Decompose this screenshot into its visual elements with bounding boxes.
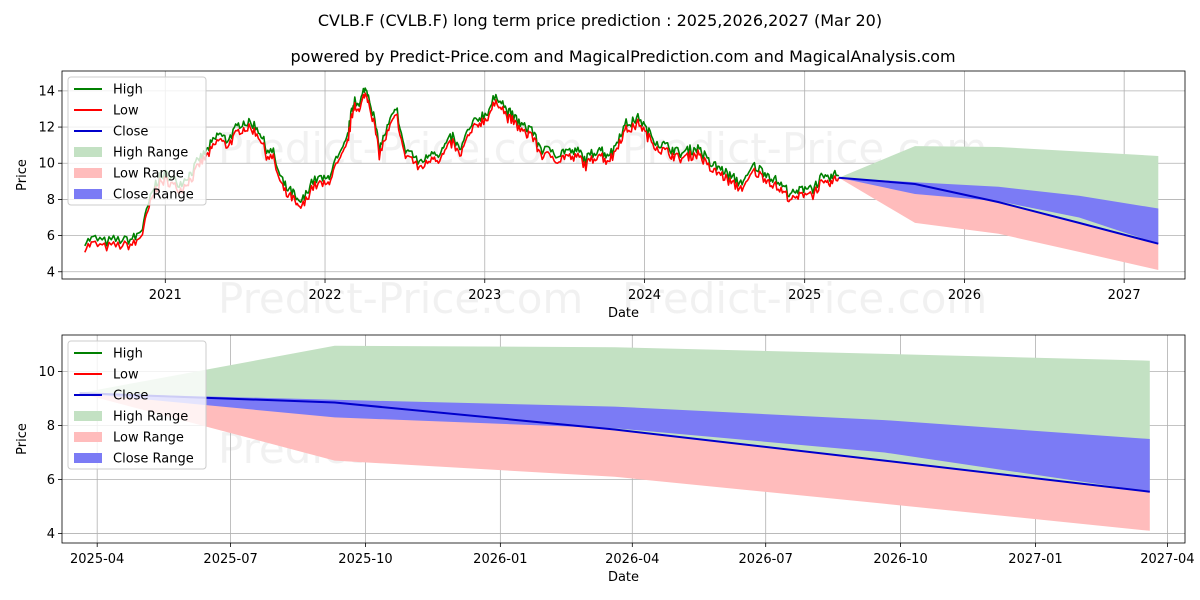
x-tick-label: 2021 — [149, 288, 182, 303]
y-tick-label: 4 — [47, 527, 55, 542]
legend-swatch-close_range — [74, 453, 102, 463]
y-tick-label: 4 — [47, 265, 55, 280]
legend-swatch-close_range — [74, 189, 102, 199]
y-tick-label: 14 — [38, 84, 55, 99]
plot-area — [84, 87, 1159, 270]
y-axis-label: Price — [15, 423, 30, 455]
x-tick-label: 2026-01 — [473, 552, 527, 567]
low-series-line — [84, 92, 840, 253]
legend-swatch-high_range — [74, 411, 102, 421]
x-tick-label: 2022 — [308, 288, 341, 303]
legend-swatch-high_range — [74, 147, 102, 157]
close-forecast-line — [838, 176, 1159, 245]
legend-label: Close Range — [113, 188, 194, 203]
x-tick-label: 2025-04 — [70, 552, 124, 567]
legend-label: Close Range — [113, 452, 194, 467]
legend-box — [67, 340, 207, 470]
x-axis-label: Date — [608, 306, 639, 321]
x-tick-label: 2027-04 — [1140, 552, 1194, 567]
y-tick-label: 12 — [38, 121, 55, 136]
x-tick-label: 2027 — [1108, 288, 1141, 303]
chart-subtitle: powered by Predict-Price.com and Magical… — [290, 47, 955, 66]
x-axis-label: Date — [608, 570, 639, 585]
legend-label: Close — [113, 125, 148, 140]
legend: High Low Close High Range Low Range Close Ran… — [67, 76, 207, 206]
x-tick-label: 2026-07 — [739, 552, 793, 567]
legend-label: High — [113, 347, 143, 362]
legend-label: Low — [113, 368, 139, 383]
x-tick-label: 2026 — [948, 288, 981, 303]
legend-swatch-low_range — [74, 168, 102, 178]
y-tick-label: 8 — [47, 419, 55, 434]
y-tick-label: 10 — [38, 365, 55, 380]
x-tick-label: 2025-07 — [203, 552, 257, 567]
x-tick-label: 2027-01 — [1008, 552, 1062, 567]
legend-label: High Range — [113, 410, 188, 425]
legend-label: High Range — [113, 146, 188, 161]
x-tick-label: 2026-10 — [873, 552, 927, 567]
watermark: Predict-Price.com — [218, 274, 583, 323]
legend: High Low Close High Range Low Range Close Ran… — [67, 340, 207, 470]
high-series-line — [84, 87, 840, 247]
plot-area — [79, 345, 1150, 531]
plot-frame — [61, 70, 1186, 280]
forecast-panel: Predict-Price.comPredict-Price.com468102… — [15, 334, 1195, 585]
y-axis-label: Price — [15, 159, 30, 191]
low-range-band — [79, 393, 1150, 531]
legend-label: Close — [113, 389, 148, 404]
x-tick-label: 2025-10 — [338, 552, 392, 567]
x-tick-label: 2023 — [468, 288, 501, 303]
history-panel: Predict-Price.com Predict-Price.comPredic… — [15, 70, 1186, 323]
legend-label: Low Range — [113, 431, 184, 446]
plot-frame — [61, 334, 1186, 544]
close-range-band — [838, 177, 1159, 244]
y-tick-label: 10 — [38, 157, 55, 172]
y-tick-label: 6 — [47, 229, 55, 244]
y-tick-label: 8 — [47, 193, 55, 208]
legend-label: High — [113, 83, 143, 98]
x-tick-label: 2026-04 — [605, 552, 659, 567]
legend-label: Low Range — [113, 167, 184, 182]
legend-label: Low — [113, 104, 139, 119]
low-range-band — [838, 177, 1159, 270]
close-forecast-line — [79, 392, 1150, 493]
x-tick-label: 2025 — [788, 288, 821, 303]
x-tick-label: 2024 — [628, 288, 661, 303]
legend-swatch-low_range — [74, 432, 102, 442]
chart-title: CVLB.F (CVLB.F) long term price predicti… — [318, 11, 882, 30]
legend-box — [67, 76, 207, 206]
y-tick-label: 6 — [47, 473, 55, 488]
close-range-band — [79, 393, 1150, 492]
